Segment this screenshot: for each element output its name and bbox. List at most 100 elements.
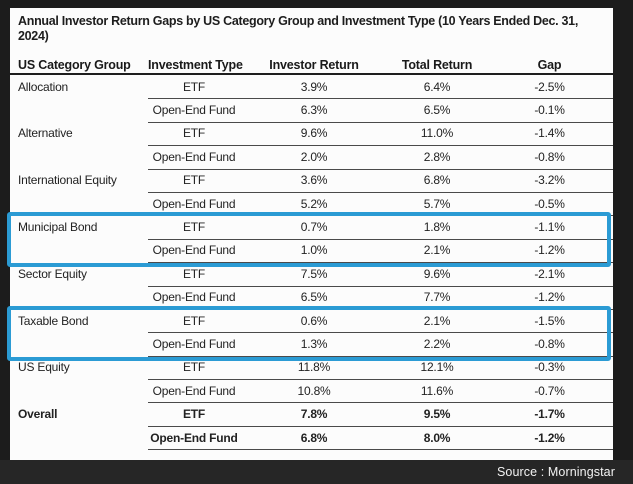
cell-investment-type: Open-End Fund xyxy=(152,336,236,351)
cell-investment-type: Open-End Fund xyxy=(150,430,238,445)
cell-gap: -0.8% xyxy=(534,149,565,164)
cell-gap: -1.2% xyxy=(534,290,565,305)
cell-gap: -2.5% xyxy=(534,79,565,94)
cell-investor-return: 6.5% xyxy=(300,290,328,305)
header-investment-type: Investment Type xyxy=(148,57,243,72)
cell-total-return: 11.0% xyxy=(420,126,454,141)
table-row: Open-End Fund 6.5% 7.7% -1.2% xyxy=(10,286,613,310)
cell-investor-return: 0.7% xyxy=(300,220,328,235)
cell-investor-return: 1.3% xyxy=(300,336,328,351)
row-separator xyxy=(148,332,613,334)
table-panel: Annual Investor Return Gaps by US Catego… xyxy=(10,8,613,460)
cell-investment-type: Open-End Fund xyxy=(152,383,236,398)
cell-investment-type: ETF xyxy=(182,79,206,94)
table-row: Open-End Fund 6.3% 6.5% -0.1% xyxy=(10,98,613,123)
cell-investment-type: ETF xyxy=(182,360,206,375)
row-separator xyxy=(148,98,613,100)
cell-investor-return: 3.6% xyxy=(300,173,328,188)
cell-investor-return: 2.0% xyxy=(300,149,328,164)
table-row: Open-End Fund 10.8% 11.6% -0.7% xyxy=(10,379,613,404)
table-row: Open-End Fund 6.8% 8.0% -1.2% xyxy=(10,426,613,451)
cell-category: US Equity xyxy=(18,360,70,375)
table-row: Sector Equity ETF 7.5% 9.6% -2.1% xyxy=(10,262,613,287)
header-investor-return: Investor Return xyxy=(269,57,359,72)
row-separator xyxy=(148,262,613,264)
cell-investment-type: ETF xyxy=(182,220,206,235)
cell-total-return: 6.5% xyxy=(423,103,451,118)
cell-gap: -2.1% xyxy=(534,266,565,281)
table-row: Taxable Bond ETF 0.6% 2.1% -1.5% xyxy=(10,309,613,334)
cell-investment-type: ETF xyxy=(182,407,206,422)
cell-category: Allocation xyxy=(18,79,69,94)
table-body: Allocation ETF 3.9% 6.4% -2.5% Open-End … xyxy=(10,75,613,451)
cell-total-return: 7.7% xyxy=(423,290,451,305)
table-row: Open-End Fund 5.2% 5.7% -0.5% xyxy=(10,192,613,217)
cell-gap: -1.4% xyxy=(534,126,565,141)
cell-category: Municipal Bond xyxy=(18,220,98,235)
table-row: International Equity ETF 3.6% 6.8% -3.2% xyxy=(10,169,613,193)
table-row: Open-End Fund 1.0% 2.1% -1.2% xyxy=(10,239,613,264)
cell-investor-return: 11.8% xyxy=(297,360,331,375)
cell-gap: -0.7% xyxy=(534,383,565,398)
cell-category: International Equity xyxy=(18,173,117,188)
cell-category: Alternative xyxy=(18,126,73,141)
cell-investor-return: 1.0% xyxy=(300,243,328,258)
cell-total-return: 9.6% xyxy=(423,266,451,281)
header-us-category-group: US Category Group xyxy=(18,57,131,72)
row-separator xyxy=(148,168,613,170)
row-separator xyxy=(148,449,613,451)
cell-total-return: 5.7% xyxy=(423,196,451,211)
cell-total-return: 2.2% xyxy=(423,336,451,351)
cell-investor-return: 5.2% xyxy=(300,196,328,211)
table-row: Municipal Bond ETF 0.7% 1.8% -1.1% xyxy=(10,215,613,240)
cell-investment-type: ETF xyxy=(182,173,206,188)
cell-total-return: 12.1% xyxy=(420,360,454,375)
table-row: Overall ETF 7.8% 9.5% -1.7% xyxy=(10,402,613,427)
cell-gap: -0.3% xyxy=(534,360,565,375)
row-separator xyxy=(148,285,613,287)
cell-gap: -1.2% xyxy=(534,243,565,258)
cell-gap: -1.2% xyxy=(534,430,565,445)
row-separator xyxy=(148,425,613,427)
cell-investor-return: 10.8% xyxy=(297,383,331,398)
cell-category: Taxable Bond xyxy=(18,313,89,328)
cell-category: Sector Equity xyxy=(18,266,87,281)
table-row: US Equity ETF 11.8% 12.1% -0.3% xyxy=(10,356,613,381)
cell-investor-return: 3.9% xyxy=(300,79,328,94)
cell-investment-type: Open-End Fund xyxy=(152,149,236,164)
cell-total-return: 8.0% xyxy=(423,430,451,445)
cell-total-return: 9.5% xyxy=(423,407,451,422)
cell-investment-type: Open-End Fund xyxy=(152,243,236,258)
table-row: Open-End Fund 1.3% 2.2% -0.8% xyxy=(10,332,613,357)
cell-investor-return: 9.6% xyxy=(300,126,328,141)
table-row: Allocation ETF 3.9% 6.4% -2.5% xyxy=(10,75,613,100)
cell-investor-return: 7.5% xyxy=(300,266,328,281)
row-separator xyxy=(148,145,613,147)
data-table: US Category Group Investment Type Invest… xyxy=(10,56,613,451)
table-row: Alternative ETF 9.6% 11.0% -1.4% xyxy=(10,122,613,147)
source-label: Source : Morningstar xyxy=(496,465,615,479)
cell-gap: -0.5% xyxy=(534,196,565,211)
header-gap: Gap xyxy=(537,57,562,72)
cell-investment-type: Open-End Fund xyxy=(152,103,236,118)
cell-investment-type: ETF xyxy=(182,313,206,328)
cell-total-return: 2.1% xyxy=(423,313,451,328)
table-title: Annual Investor Return Gaps by US Catego… xyxy=(18,14,578,43)
cell-gap: -0.1% xyxy=(534,103,565,118)
table-row: Open-End Fund 2.0% 2.8% -0.8% xyxy=(10,145,613,170)
cell-investment-type: Open-End Fund xyxy=(152,196,236,211)
cell-investor-return: 7.8% xyxy=(300,407,328,422)
cell-investment-type: ETF xyxy=(182,126,206,141)
cell-investment-type: Open-End Fund xyxy=(152,290,236,305)
cell-total-return: 11.6% xyxy=(420,383,454,398)
cell-total-return: 2.1% xyxy=(423,243,451,258)
cell-total-return: 1.8% xyxy=(423,220,451,235)
cell-gap: -1.7% xyxy=(534,407,565,422)
cell-total-return: 2.8% xyxy=(423,149,451,164)
header-total-return: Total Return xyxy=(401,57,473,72)
row-separator xyxy=(148,191,613,193)
cell-total-return: 6.8% xyxy=(423,173,451,188)
cell-gap: -0.8% xyxy=(534,336,565,351)
source-bar: Source : Morningstar xyxy=(0,460,633,484)
